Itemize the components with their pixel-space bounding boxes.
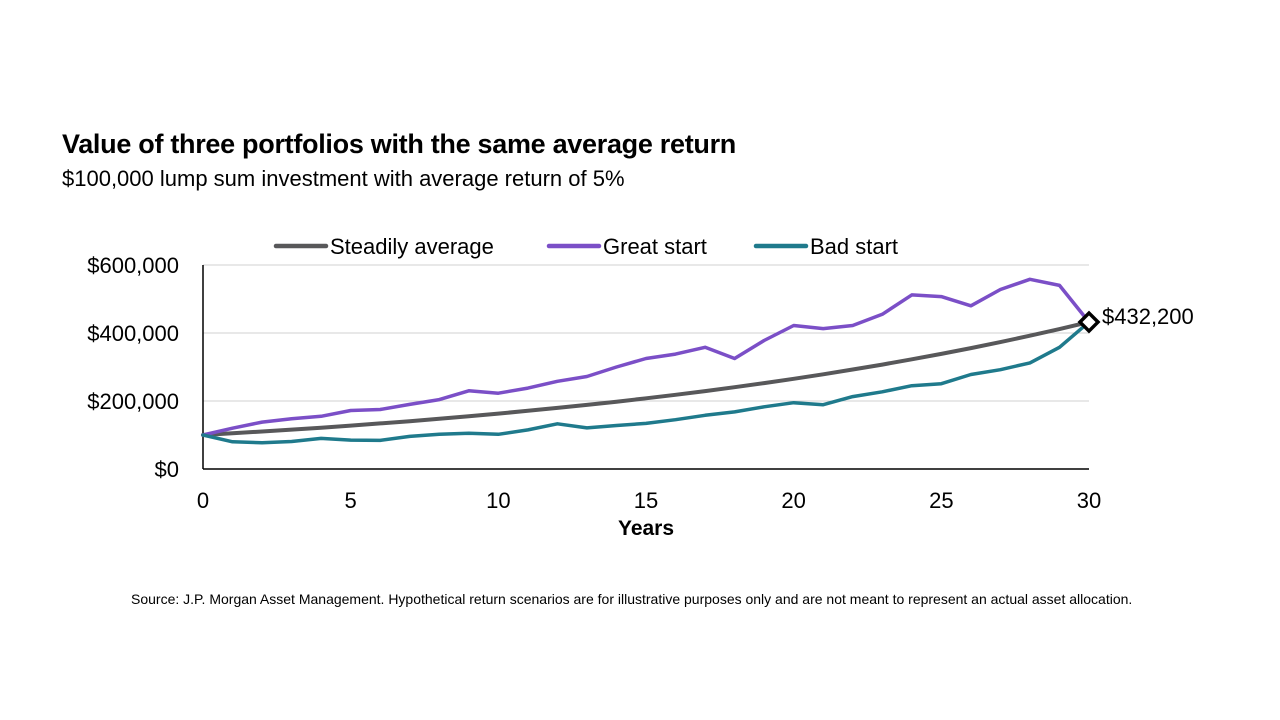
legend-label-steadily-average: Steadily average <box>330 234 494 259</box>
x-tick-label: 20 <box>781 488 805 513</box>
series-lines <box>201 277 1091 445</box>
gridlines <box>203 264 1089 402</box>
chart-subtitle: $100,000 lump sum investment with averag… <box>62 166 625 191</box>
x-tick-label: 15 <box>634 488 658 513</box>
series-line-great-start <box>201 277 1091 437</box>
axes: $0 $200,000 $400,000 $600,000 0 5 10 15 20 25 30 Ye… <box>87 253 1101 540</box>
legend-label-bad-start: Bad start <box>810 234 898 259</box>
y-tick-label: $600,000 <box>87 253 179 278</box>
legend-label-great-start: Great start <box>603 234 707 259</box>
series-line-steadily-average <box>201 320 1091 437</box>
chart-title: Value of three portfolios with the same … <box>62 129 736 159</box>
end-value-marker <box>1077 310 1101 334</box>
y-tick-label: $0 <box>155 457 179 482</box>
x-tick-label: 0 <box>197 488 209 513</box>
source-note: Source: J.P. Morgan Asset Management. Hy… <box>131 591 1133 607</box>
x-tick-label: 30 <box>1077 488 1101 513</box>
end-value-label: $432,200 <box>1102 304 1194 329</box>
x-tick-label: 25 <box>929 488 953 513</box>
x-tick-label: 5 <box>345 488 357 513</box>
y-tick-label: $400,000 <box>87 321 179 346</box>
annotations: $432,200 <box>1077 304 1194 334</box>
series-line-bad-start <box>201 320 1091 445</box>
x-axis-title: Years <box>618 517 674 540</box>
y-tick-label: $200,000 <box>87 389 179 414</box>
x-tick-label: 10 <box>486 488 510 513</box>
legend: Steadily average Great start Bad start <box>273 234 898 259</box>
